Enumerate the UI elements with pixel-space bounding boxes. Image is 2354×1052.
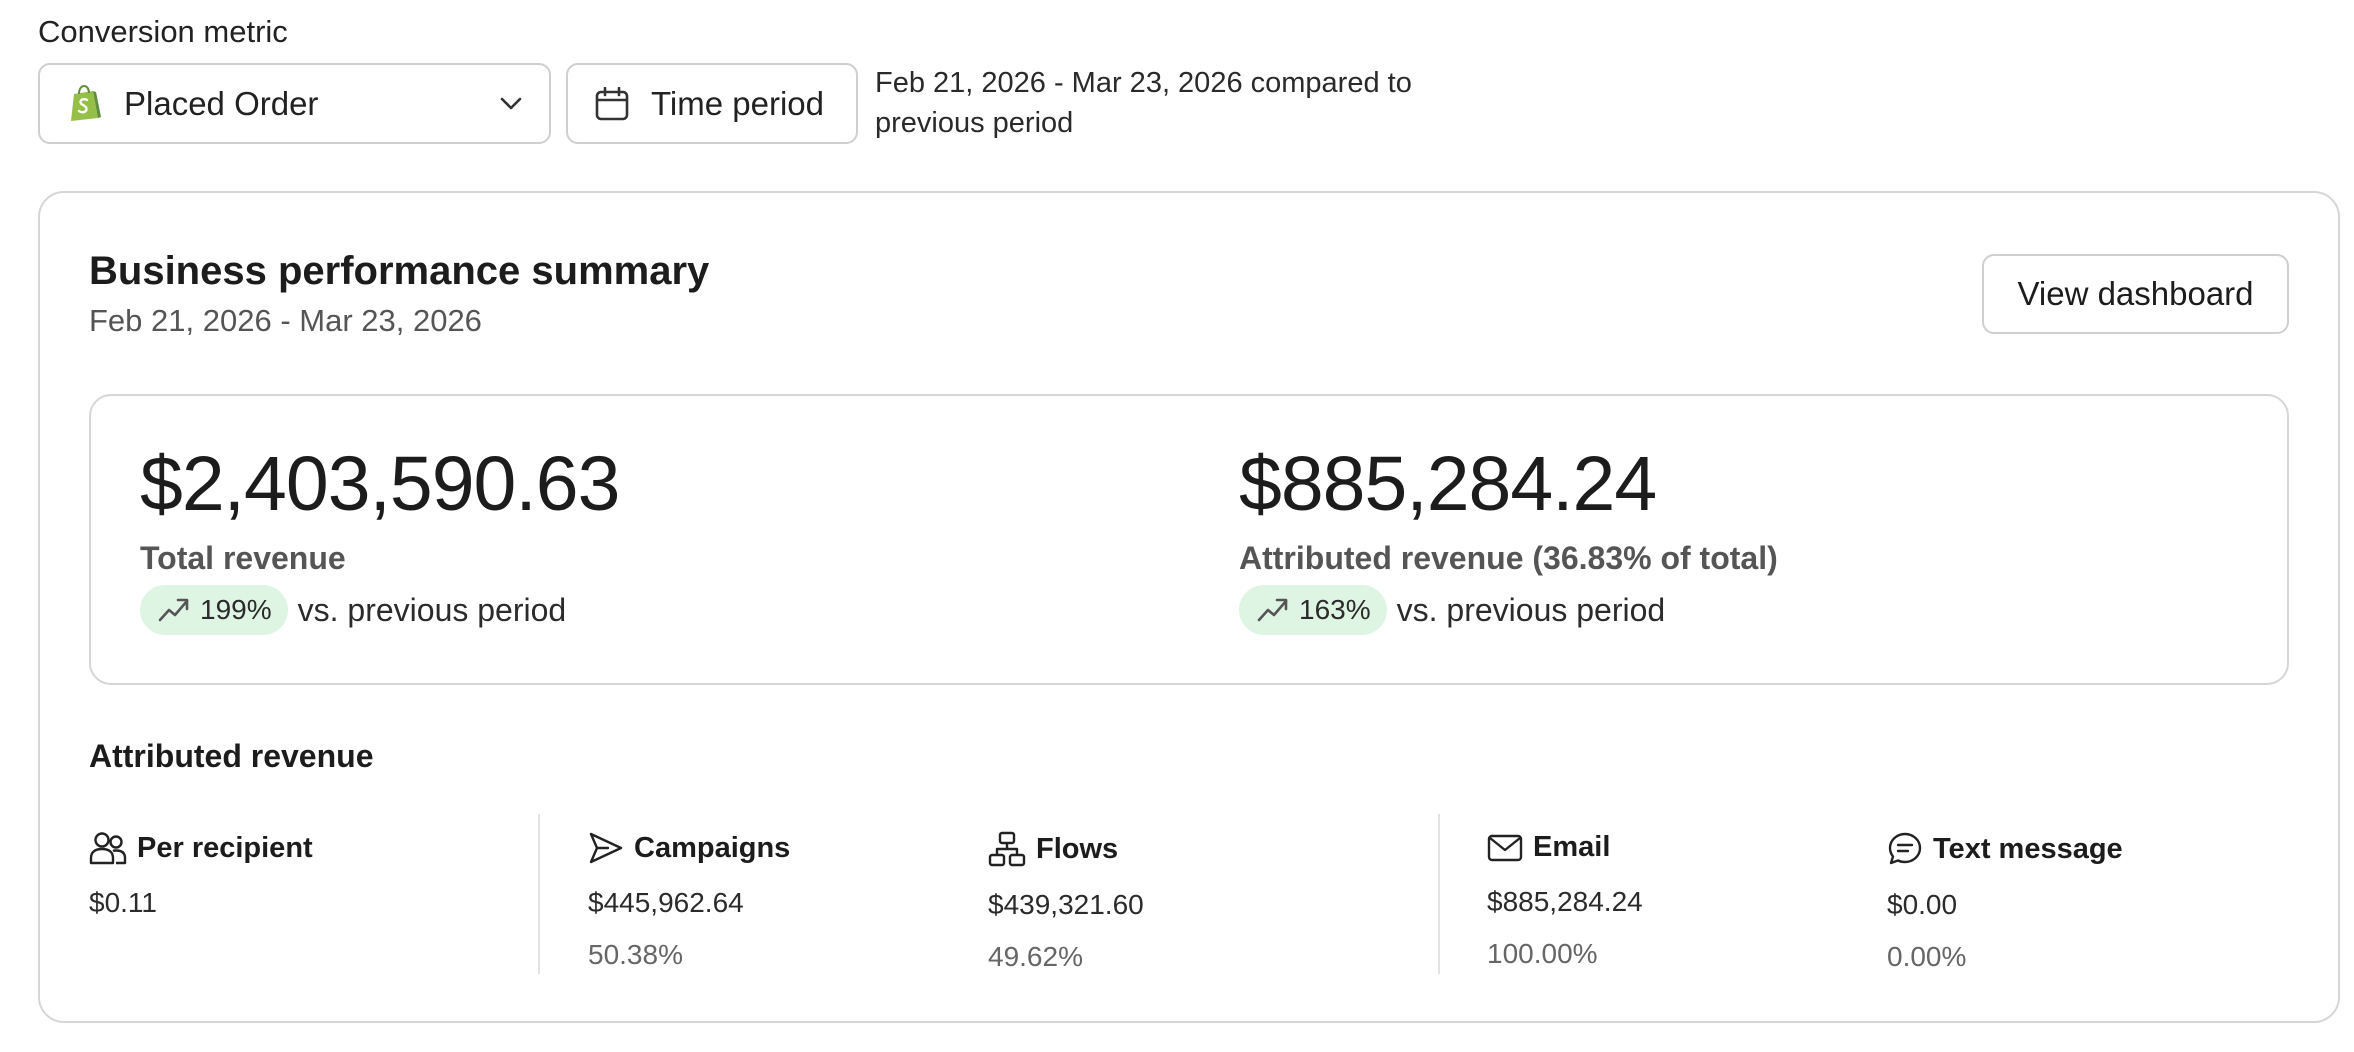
- shopify-icon: [68, 84, 102, 123]
- stat-percent: 50.38%: [588, 939, 683, 970]
- time-period-button[interactable]: Time period: [566, 63, 858, 144]
- change-badge: 199%: [140, 585, 288, 635]
- time-period-label: Time period: [651, 84, 825, 122]
- mail-icon: [1487, 833, 1523, 863]
- stat-value: $0.00: [1887, 889, 1958, 920]
- attributed-revenue-label: Attributed revenue (36.83% of total): [1239, 540, 1778, 576]
- business-performance-card: Business performance summary Feb 21, 202…: [38, 191, 2340, 1023]
- stat-email: Email $885,284.24 100.00%: [1487, 831, 1643, 970]
- stat-percent: 49.62%: [988, 941, 1083, 972]
- total-revenue-amount: $2,403,590.63: [140, 441, 620, 527]
- stat-percent: 0.00%: [1887, 941, 1967, 972]
- people-icon: [89, 831, 127, 865]
- attributed-revenue-block: $885,284.24 Attributed revenue (36.83% o…: [1239, 442, 1778, 635]
- stat-label: Flows: [1036, 832, 1119, 865]
- conversion-metric-select[interactable]: Placed Order: [38, 63, 551, 144]
- view-dashboard-button[interactable]: View dashboard: [1982, 254, 2289, 334]
- send-icon: [588, 831, 624, 865]
- stat-label: Campaigns: [634, 831, 791, 864]
- stat-percent: 100.00%: [1487, 938, 1598, 969]
- stat-value: $439,321.60: [988, 889, 1144, 920]
- trending-up-icon: [1257, 597, 1289, 623]
- chevron-down-icon: [499, 96, 523, 112]
- trending-up-icon: [158, 597, 190, 623]
- stat-text-message: Text message $0.00 0.00%: [1887, 831, 2123, 973]
- stat-label: Email: [1533, 831, 1611, 863]
- card-date-range: Feb 21, 2026 - Mar 23, 2026: [89, 303, 482, 338]
- comparison-text: vs. previous period: [1396, 591, 1666, 628]
- divider: [538, 814, 540, 974]
- flow-icon: [988, 831, 1026, 867]
- stat-campaigns: Campaigns $445,962.64 50.38%: [588, 831, 790, 971]
- total-revenue-change: 199% vs. previous period: [140, 585, 619, 635]
- attributed-revenue-amount: $885,284.24: [1239, 441, 1657, 527]
- stat-value: $0.11: [89, 887, 157, 918]
- change-percent: 199%: [200, 594, 272, 625]
- change-badge: 163%: [1239, 585, 1387, 635]
- attributed-revenue-change: 163% vs. previous period: [1239, 585, 1778, 635]
- conversion-metric-label: Conversion metric: [38, 14, 288, 49]
- chat-icon: [1887, 831, 1923, 867]
- comparison-text: vs. previous period: [297, 591, 567, 628]
- calendar-icon: [595, 86, 629, 121]
- stat-per-recipient: Per recipient $0.11: [89, 831, 313, 919]
- card-title: Business performance summary: [89, 249, 710, 293]
- stat-value: $885,284.24: [1487, 886, 1643, 917]
- period-description: Feb 21, 2026 - Mar 23, 2026 compared to …: [875, 67, 1412, 139]
- conversion-metric-value: Placed Order: [124, 84, 319, 122]
- revenue-overview: $2,403,590.63 Total revenue 199% vs. pre…: [89, 394, 2289, 685]
- stat-value: $445,962.64: [588, 887, 744, 918]
- stat-label: Text message: [1933, 832, 2123, 865]
- stat-label: Per recipient: [137, 831, 313, 864]
- total-revenue-block: $2,403,590.63 Total revenue 199% vs. pre…: [140, 441, 620, 635]
- divider: [1438, 814, 1440, 974]
- change-percent: 163%: [1299, 594, 1371, 625]
- attributed-revenue-title: Attributed revenue: [89, 738, 374, 774]
- stat-flows: Flows $439,321.60 49.62%: [988, 831, 1144, 973]
- total-revenue-label: Total revenue: [140, 540, 346, 576]
